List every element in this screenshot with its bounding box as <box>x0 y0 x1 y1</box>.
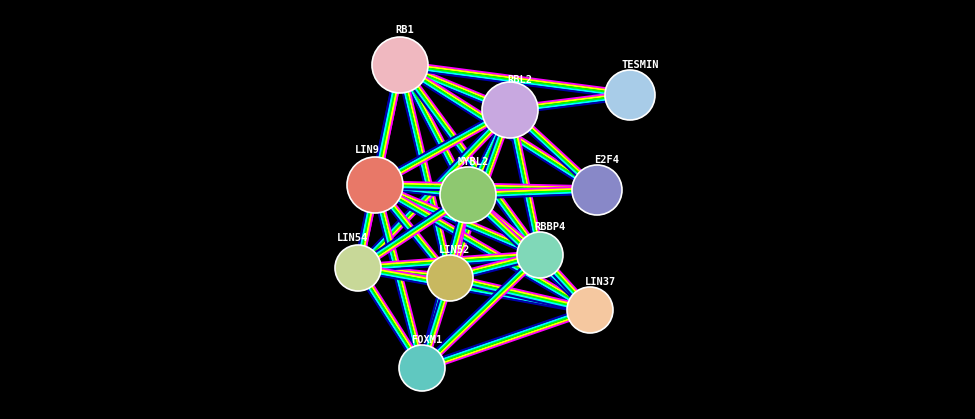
Circle shape <box>347 157 403 213</box>
Text: LIN54: LIN54 <box>337 233 369 243</box>
Circle shape <box>482 82 538 138</box>
Text: RB1: RB1 <box>396 25 414 35</box>
Circle shape <box>572 165 622 215</box>
Text: LIN9: LIN9 <box>355 145 379 155</box>
Circle shape <box>399 345 445 391</box>
Circle shape <box>427 255 473 301</box>
Circle shape <box>335 245 381 291</box>
Circle shape <box>372 37 428 93</box>
Text: FOXM1: FOXM1 <box>411 335 443 345</box>
Circle shape <box>440 167 496 223</box>
Text: RBBP4: RBBP4 <box>534 222 566 232</box>
Text: E2F4: E2F4 <box>595 155 619 165</box>
Circle shape <box>605 70 655 120</box>
Text: LIN52: LIN52 <box>440 245 471 255</box>
Circle shape <box>567 287 613 333</box>
Text: LIN37: LIN37 <box>584 277 615 287</box>
Circle shape <box>517 232 563 278</box>
Text: TESMIN: TESMIN <box>621 60 659 70</box>
Text: RBL2: RBL2 <box>508 75 532 85</box>
Text: MYBL2: MYBL2 <box>457 157 488 167</box>
